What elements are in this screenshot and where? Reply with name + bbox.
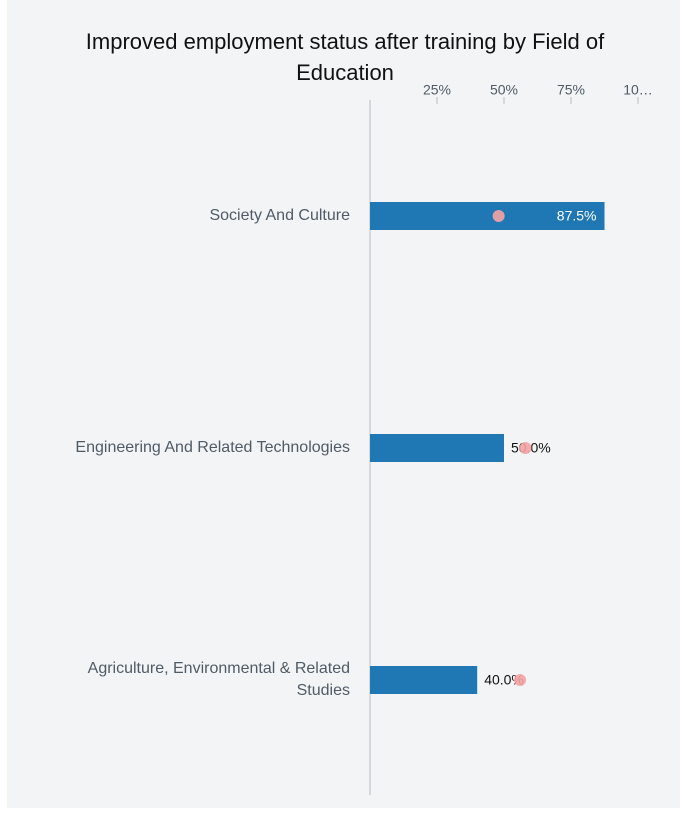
x-tick-label: 50% (490, 82, 518, 98)
marker-dot (492, 210, 505, 222)
bar (370, 434, 504, 462)
category-label: Agriculture, Environmental & Related Stu… (87, 660, 350, 699)
x-tick-label: 10… (623, 82, 653, 98)
chart-panel (7, 0, 680, 808)
bar (370, 666, 478, 694)
x-tick-label: 75% (557, 82, 585, 98)
x-tick-label: 25% (423, 82, 451, 98)
value-label: 87.5% (557, 208, 597, 224)
value-label: 40.0% (484, 672, 524, 688)
marker-dot (514, 674, 527, 686)
category-label: Society And Culture (209, 207, 350, 224)
bar (370, 202, 605, 230)
chart-title: Improved employment status after trainin… (85, 29, 605, 85)
marker-dot (519, 442, 532, 454)
category-label: Engineering And Related Technologies (75, 439, 350, 456)
